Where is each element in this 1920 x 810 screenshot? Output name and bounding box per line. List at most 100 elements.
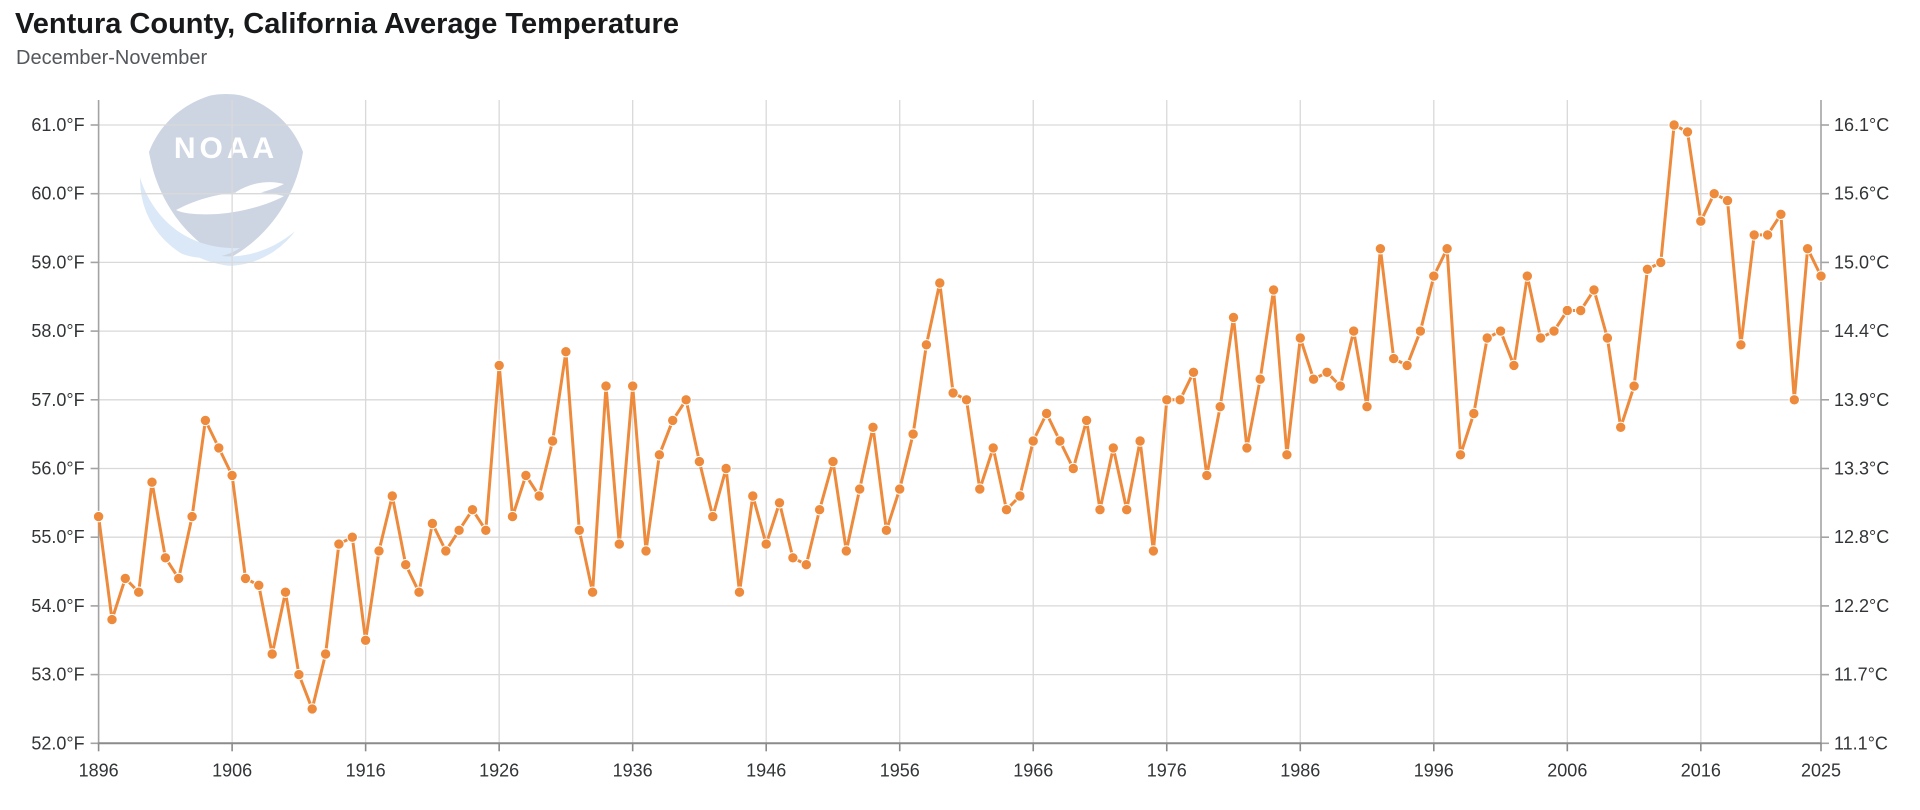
data-point[interactable]: [346, 531, 358, 543]
data-point[interactable]: [600, 380, 612, 392]
data-point[interactable]: [239, 572, 252, 585]
data-point[interactable]: [1254, 373, 1266, 385]
data-point[interactable]: [1494, 325, 1507, 337]
data-point[interactable]: [493, 359, 505, 372]
data-point[interactable]: [1187, 366, 1200, 378]
data-point[interactable]: [1000, 504, 1013, 516]
data-point[interactable]: [894, 483, 906, 495]
data-point[interactable]: [1321, 366, 1333, 378]
data-point[interactable]: [800, 559, 812, 571]
data-point[interactable]: [1094, 504, 1106, 516]
data-point[interactable]: [667, 414, 679, 427]
data-point[interactable]: [1534, 332, 1547, 344]
data-point[interactable]: [1708, 188, 1720, 200]
data-point[interactable]: [133, 586, 145, 598]
data-point[interactable]: [1815, 270, 1827, 282]
data-point[interactable]: [1040, 407, 1053, 420]
data-point[interactable]: [1735, 339, 1747, 351]
data-point[interactable]: [1454, 449, 1467, 461]
data-point[interactable]: [1468, 407, 1480, 420]
data-point[interactable]: [426, 517, 439, 530]
data-point[interactable]: [106, 613, 118, 626]
data-point[interactable]: [1107, 442, 1120, 454]
data-point[interactable]: [1080, 414, 1093, 427]
data-point[interactable]: [827, 455, 839, 468]
data-point[interactable]: [733, 586, 746, 598]
data-point[interactable]: [533, 490, 545, 502]
data-point[interactable]: [880, 524, 893, 536]
data-point[interactable]: [987, 442, 999, 454]
data-point[interactable]: [1134, 435, 1146, 447]
data-point[interactable]: [627, 380, 639, 392]
data-point[interactable]: [1161, 394, 1173, 406]
data-point[interactable]: [1401, 359, 1413, 372]
data-point[interactable]: [440, 545, 452, 557]
data-point[interactable]: [1801, 243, 1814, 255]
data-point[interactable]: [1201, 469, 1213, 482]
data-point[interactable]: [1548, 325, 1560, 337]
data-point[interactable]: [159, 552, 172, 564]
data-point[interactable]: [1214, 401, 1226, 413]
data-point[interactable]: [213, 442, 225, 454]
data-point[interactable]: [974, 483, 986, 495]
data-point[interactable]: [1588, 284, 1600, 296]
data-point[interactable]: [546, 435, 559, 447]
data-point[interactable]: [279, 586, 292, 598]
data-point[interactable]: [173, 572, 185, 585]
data-point[interactable]: [1788, 394, 1801, 406]
data-point[interactable]: [920, 339, 933, 351]
data-point[interactable]: [520, 469, 532, 482]
data-point[interactable]: [1641, 263, 1654, 275]
data-point[interactable]: [773, 497, 786, 509]
data-point[interactable]: [1695, 215, 1707, 227]
data-point[interactable]: [1414, 325, 1427, 337]
data-point[interactable]: [867, 421, 879, 433]
data-point[interactable]: [400, 559, 412, 571]
data-point[interactable]: [640, 545, 652, 557]
data-point[interactable]: [1601, 332, 1614, 344]
data-point[interactable]: [293, 668, 305, 681]
data-point[interactable]: [1054, 435, 1066, 447]
data-point[interactable]: [1014, 490, 1026, 502]
data-point[interactable]: [1721, 194, 1734, 207]
data-point[interactable]: [1428, 270, 1440, 282]
data-point[interactable]: [747, 490, 759, 502]
data-point[interactable]: [934, 277, 946, 289]
data-point[interactable]: [92, 510, 105, 523]
data-point[interactable]: [1681, 126, 1694, 138]
data-point[interactable]: [813, 504, 826, 516]
data-point[interactable]: [1441, 243, 1453, 255]
data-point[interactable]: [1067, 462, 1080, 475]
data-point[interactable]: [1655, 256, 1667, 269]
data-point[interactable]: [1334, 380, 1347, 392]
data-point[interactable]: [693, 455, 706, 468]
data-point[interactable]: [1361, 401, 1373, 413]
data-point[interactable]: [466, 504, 479, 516]
data-point[interactable]: [1267, 284, 1280, 296]
data-point[interactable]: [1668, 119, 1680, 131]
data-point[interactable]: [1628, 380, 1640, 392]
data-point[interactable]: [1227, 311, 1240, 324]
data-point[interactable]: [1508, 359, 1520, 372]
data-point[interactable]: [586, 586, 599, 598]
data-point[interactable]: [1561, 304, 1574, 317]
data-point[interactable]: [319, 648, 332, 660]
data-point[interactable]: [947, 387, 959, 399]
data-point[interactable]: [1241, 442, 1253, 454]
data-point[interactable]: [1027, 435, 1039, 447]
data-point[interactable]: [333, 538, 345, 550]
data-point[interactable]: [907, 428, 919, 440]
data-point[interactable]: [306, 703, 318, 715]
data-point[interactable]: [1374, 243, 1387, 255]
data-point[interactable]: [1307, 373, 1320, 385]
data-point[interactable]: [1748, 229, 1760, 241]
data-point[interactable]: [146, 476, 158, 488]
data-point[interactable]: [199, 414, 212, 427]
data-point[interactable]: [386, 490, 398, 502]
data-point[interactable]: [573, 524, 585, 536]
data-point[interactable]: [720, 462, 732, 475]
data-point[interactable]: [1761, 229, 1774, 241]
data-point[interactable]: [1388, 352, 1400, 365]
data-point[interactable]: [613, 538, 625, 550]
data-point[interactable]: [480, 524, 492, 536]
